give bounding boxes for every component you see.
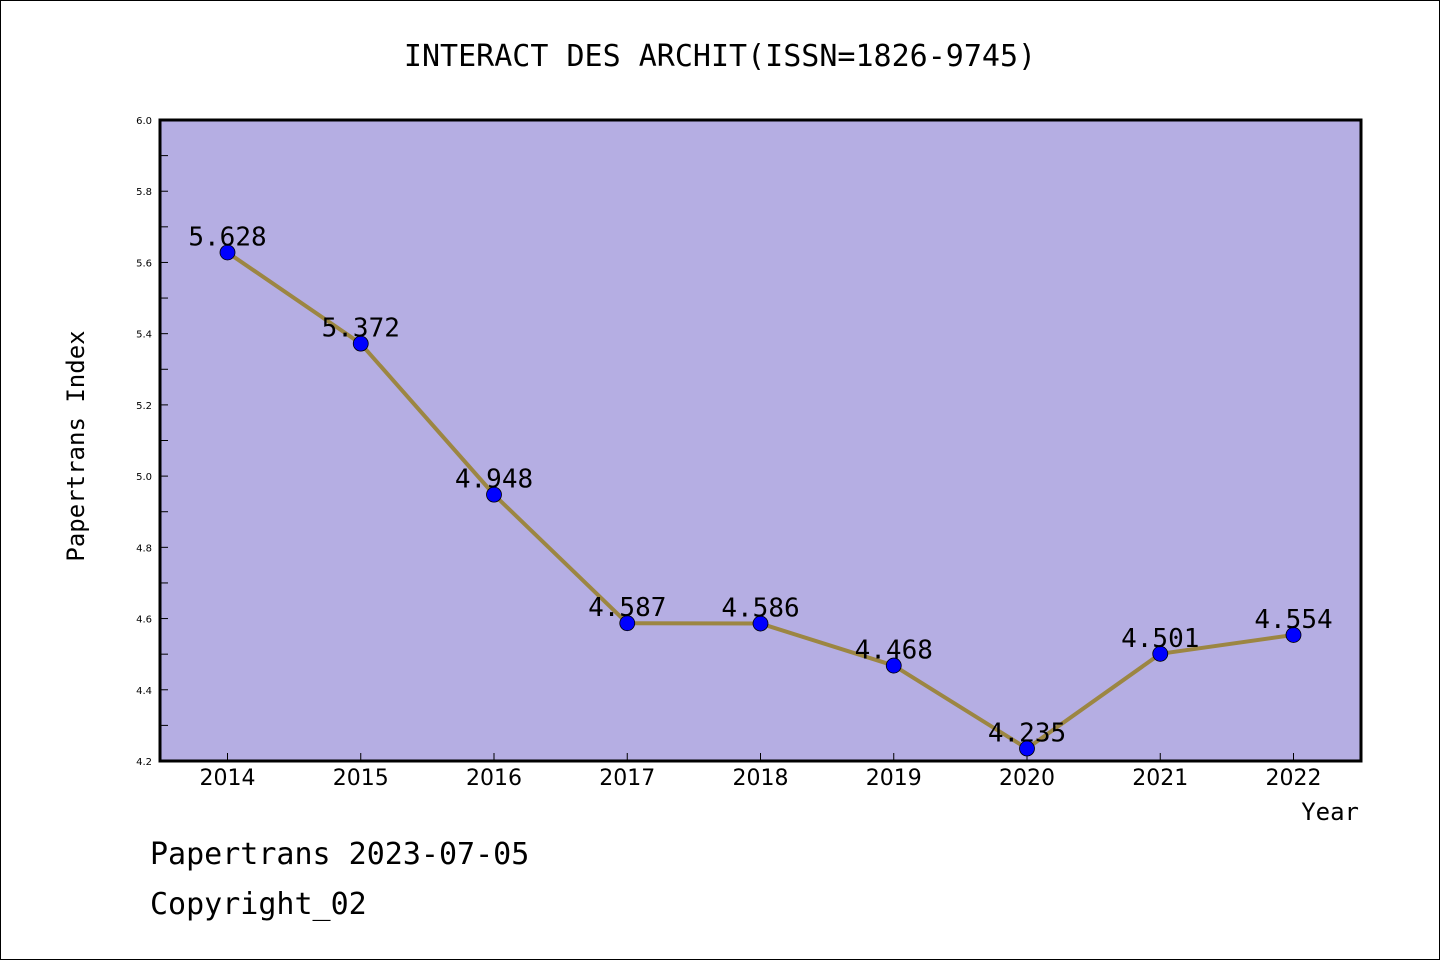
x-tick-label: 2019	[866, 766, 922, 791]
x-axis: 2014 2015 2016 2017 2018 2019 2020 2021 2022	[200, 753, 1322, 791]
data-point	[486, 486, 502, 503]
plot-border	[158, 118, 1363, 763]
y-tick-label: 4.6	[136, 615, 152, 626]
y-tick-label: 4.4	[136, 686, 152, 697]
x-tick-label: 2017	[599, 766, 655, 791]
y-tick-label: 5.6	[136, 258, 152, 269]
data-label: 4.501	[1121, 624, 1199, 654]
y-tick-label: 5.4	[136, 330, 152, 341]
footer-date: Papertrans 2023-07-05	[150, 837, 529, 872]
y-tick-label: 5.0	[136, 472, 152, 483]
x-tick-label: 2018	[733, 766, 789, 791]
data-point	[219, 244, 236, 261]
data-label: 4.948	[455, 465, 533, 495]
x-tick-label: 2016	[466, 766, 522, 791]
x-tick-label: 2020	[999, 766, 1055, 791]
x-tick-label: 2022	[1266, 766, 1322, 791]
chart-title: INTERACT DES ARCHIT(ISSN=1826-9745)	[404, 39, 1036, 74]
x-tick-label: 2014	[200, 766, 256, 791]
x-tick-label: 2015	[333, 766, 389, 791]
data-label: 4.587	[588, 593, 666, 623]
data-label: 4.586	[721, 594, 799, 624]
y-tick-label: 5.2	[136, 401, 152, 412]
data-point	[352, 335, 369, 352]
data-label: 4.468	[855, 636, 933, 666]
y-tick-label: 5.8	[136, 187, 152, 198]
data-label: 5.372	[322, 314, 400, 344]
x-axis-label: Year	[1301, 798, 1359, 826]
data-labels: 5.628 5.372 4.948 4.587 4.586 4.468 4.235 4.501…	[188, 222, 1332, 748]
data-label: 4.554	[1254, 605, 1332, 635]
y-axis-label: Papertrans Index	[62, 330, 90, 561]
data-label: 4.235	[988, 719, 1066, 749]
data-point	[1019, 740, 1035, 757]
y-axis: 4.2 4.4 4.6 4.8 5.0 5.2 5.4 5.6 5.8 6.0	[136, 116, 168, 768]
data-point	[885, 657, 902, 674]
data-point	[752, 615, 769, 632]
plot-area	[160, 120, 1361, 761]
y-tick-label: 4.2	[136, 757, 152, 768]
y-tick-label: 4.8	[136, 543, 152, 554]
data-point	[619, 615, 636, 632]
data-label: 5.628	[188, 222, 266, 252]
series-markers	[219, 244, 1302, 757]
y-tick-label: 6.0	[136, 116, 152, 127]
footer-copyright: Copyright_02	[150, 887, 367, 922]
x-tick-label: 2021	[1132, 766, 1188, 791]
data-point	[1152, 645, 1169, 662]
data-point	[1285, 627, 1302, 643]
